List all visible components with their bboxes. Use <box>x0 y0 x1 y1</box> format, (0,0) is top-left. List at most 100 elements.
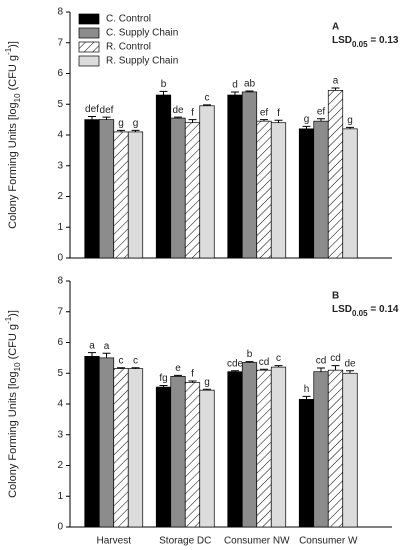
bar <box>270 122 287 259</box>
error-bar <box>302 125 311 129</box>
significance-letter: f <box>277 108 280 119</box>
significance-letter: g <box>304 114 310 125</box>
significance-letter: f <box>191 369 194 380</box>
legend-swatch <box>78 55 100 67</box>
bar <box>199 105 215 259</box>
bar <box>98 119 115 259</box>
bar <box>241 91 258 259</box>
error-bar <box>174 374 182 377</box>
significance-letter: fg <box>159 373 167 384</box>
legend-label: C. Supply Chain <box>106 28 178 39</box>
significance-letter: ef <box>317 106 326 117</box>
significance-letter: def <box>100 105 114 116</box>
bar <box>342 128 358 259</box>
significance-letter: b <box>161 79 167 90</box>
lsd-label: LSD0.05 = 0.14 <box>332 304 399 318</box>
bar <box>84 119 100 259</box>
error-bar <box>174 116 182 119</box>
significance-letter: de <box>344 358 356 369</box>
y-tick-label: 4 <box>57 130 63 141</box>
y-tick-label: 7 <box>57 37 63 48</box>
lsd-label-part: LSD <box>332 304 352 315</box>
significance-letter: def <box>85 104 99 115</box>
significance-letter: cd <box>330 353 341 364</box>
y-axis-label-part: Colony Forming Units [log <box>7 371 19 498</box>
error-bar <box>302 395 311 400</box>
y-tick-label: 3 <box>57 160 63 171</box>
error-bar <box>102 352 111 358</box>
lsd-label-part: 0.05 <box>352 309 368 318</box>
y-tick-label: 0 <box>57 522 63 533</box>
significance-letter: g <box>204 377 210 388</box>
bar <box>184 382 201 528</box>
legend-label: C. Control <box>106 14 151 25</box>
error-bar <box>346 126 354 129</box>
error-bar <box>231 91 239 96</box>
error-bar <box>274 365 283 368</box>
significance-letter: de <box>172 105 184 116</box>
y-tick-label: 1 <box>57 491 63 502</box>
lsd-label-part: = 0.13 <box>368 35 399 46</box>
significance-letter: c <box>133 355 138 366</box>
bar <box>127 368 144 528</box>
error-bar <box>346 370 354 374</box>
bar <box>256 369 272 528</box>
error-bar <box>331 365 340 371</box>
x-tick-label: Consumer NW <box>224 536 290 547</box>
bar <box>256 120 272 259</box>
bar <box>98 357 115 528</box>
y-axis-label-part: 10 <box>13 93 22 102</box>
error-bar <box>117 367 125 369</box>
legend-label: R. Supply Chain <box>106 56 178 67</box>
significance-letter: cde <box>227 358 244 369</box>
error-bar <box>260 368 268 371</box>
error-bar <box>188 380 197 383</box>
x-tick-label: Storage DC <box>159 536 211 547</box>
y-tick-label: 5 <box>57 368 63 379</box>
x-tick-label: Consumer W <box>299 536 358 547</box>
bar <box>84 355 100 528</box>
significance-letter: c <box>205 93 210 104</box>
error-bar <box>331 87 340 91</box>
y-axis-label-part: (CFU g <box>7 324 19 363</box>
bar <box>327 90 344 259</box>
error-bar <box>102 116 111 120</box>
bar <box>241 362 258 528</box>
significance-letter: a <box>333 76 339 87</box>
lsd-label-part: = 0.14 <box>368 304 399 315</box>
error-bar <box>245 90 254 92</box>
error-bar <box>274 119 283 123</box>
y-tick-label: 5 <box>57 99 63 110</box>
y-tick-label: 0 <box>57 253 63 264</box>
bar <box>298 399 315 528</box>
y-tick-label: 6 <box>57 337 63 348</box>
bar <box>127 131 144 259</box>
significance-letter: a <box>89 340 95 351</box>
panel-label: A <box>332 22 339 33</box>
y-axis-label-part: (CFU g <box>7 55 19 94</box>
significance-letter: a <box>104 341 110 352</box>
legend-label: R. Control <box>106 42 151 53</box>
bar <box>313 371 329 528</box>
bar <box>227 371 243 528</box>
error-bar <box>131 129 140 132</box>
error-bar <box>260 119 268 122</box>
y-tick-label: 2 <box>57 191 63 202</box>
y-axis-label-part: 10 <box>13 362 22 371</box>
x-tick-label: Harvest <box>97 536 132 547</box>
error-bar <box>245 361 254 363</box>
error-bar <box>117 129 125 132</box>
lsd-label-part: 0.05 <box>352 40 368 49</box>
y-axis-label: Colony Forming Units [log10 (CFU g-1)] <box>4 41 22 229</box>
bar <box>155 94 172 259</box>
bar <box>327 369 344 528</box>
legend-swatch <box>78 41 100 53</box>
error-bar <box>159 90 168 96</box>
significance-letter: ef <box>260 107 269 118</box>
panel-label: B <box>332 291 339 302</box>
bar <box>227 94 243 259</box>
bar <box>170 117 186 259</box>
y-axis-label-part: Colony Forming Units [log <box>7 102 19 229</box>
y-axis-label-part: -1 <box>4 316 13 324</box>
y-tick-label: 4 <box>57 399 63 410</box>
